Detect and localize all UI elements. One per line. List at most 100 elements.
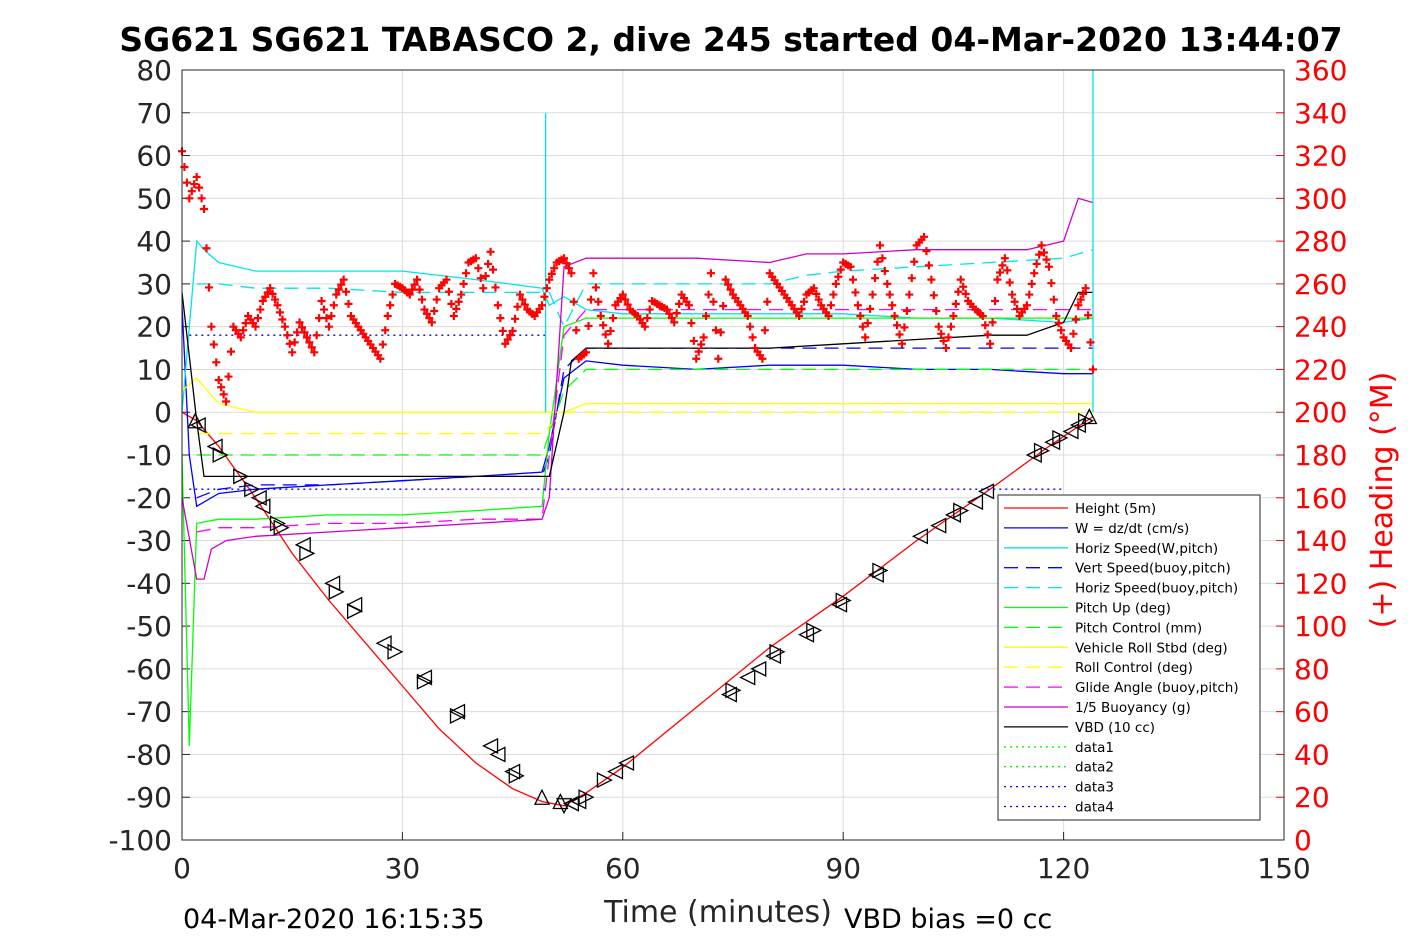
heading-point	[951, 299, 960, 308]
heading-point	[449, 311, 458, 320]
heading-point	[560, 254, 569, 263]
heading-point	[1008, 290, 1017, 299]
series-line-2	[181, 239, 1094, 413]
heading-point	[459, 279, 468, 288]
heading-point	[263, 288, 272, 297]
triangle-marker	[578, 789, 595, 806]
heading-point	[1010, 297, 1019, 306]
heading-point	[1052, 311, 1061, 320]
heading-point	[594, 297, 603, 306]
heading-point	[893, 321, 902, 330]
heading-point	[1054, 319, 1063, 328]
heading-point	[324, 322, 333, 331]
heading-point	[643, 314, 652, 323]
heading-point	[890, 311, 899, 320]
heading-point	[273, 301, 282, 310]
heading-point	[224, 372, 233, 381]
series-group	[181, 197, 1094, 807]
heading-point	[599, 321, 608, 330]
legend-label-2: Horiz Speed(W,pitch)	[1075, 541, 1218, 557]
heading-point	[662, 305, 671, 314]
heading-point	[484, 259, 493, 268]
heading-point	[322, 314, 331, 323]
heading-point	[902, 306, 911, 315]
heading-point	[800, 297, 809, 306]
heading-point	[1074, 301, 1083, 310]
series-line-6	[196, 368, 1093, 456]
heading-point	[885, 290, 894, 299]
heading-point	[812, 289, 821, 298]
heading-point	[501, 339, 510, 348]
heading-point	[195, 183, 204, 192]
heading-point	[508, 326, 517, 335]
heading-point	[569, 297, 578, 306]
heading-point	[408, 285, 417, 294]
heading-point	[589, 269, 598, 278]
y-right-tick-label: 360	[1294, 54, 1347, 87]
heading-point	[320, 305, 329, 314]
triangle-marker	[269, 515, 286, 532]
triangle-marker	[835, 592, 852, 609]
legend-label-15: data4	[1075, 800, 1114, 816]
heading-point	[278, 315, 287, 324]
triangle-marker	[508, 767, 525, 784]
series-line-11	[181, 291, 1093, 478]
y-right-tick-label: 200	[1294, 396, 1347, 429]
y-axis-right-label: (+) Heading (°M)	[1365, 372, 1400, 629]
heading-point	[814, 295, 823, 304]
heading-point	[219, 390, 228, 399]
heading-point	[1000, 254, 1009, 263]
heading-point	[537, 301, 546, 310]
y-right-tick-label: 80	[1294, 653, 1330, 686]
y-right-tick-label: 20	[1294, 781, 1330, 814]
series-line-3	[196, 347, 1093, 499]
triangle-marker	[387, 643, 404, 660]
heading-point	[1069, 329, 1078, 338]
y-tick-label: -50	[126, 610, 172, 643]
heading-point	[961, 289, 970, 298]
triangle-marker	[244, 481, 261, 498]
legend-label-9: Glide Angle (buoy,pitch)	[1075, 680, 1239, 696]
legend-label-3: Vert Speed(buoy,pitch)	[1075, 561, 1231, 577]
y-tick-label: -100	[108, 824, 172, 857]
heading-point	[207, 322, 216, 331]
triangle-marker	[328, 583, 345, 600]
triangle-marker	[930, 517, 947, 534]
heading-point	[300, 328, 309, 337]
heading-point	[988, 318, 997, 327]
legend-box	[997, 494, 1261, 821]
triangle-marker	[769, 643, 786, 660]
heading-point	[226, 347, 235, 356]
heading-point	[623, 300, 632, 309]
triangle-marker	[606, 763, 624, 780]
legend-label-10: 1/5 Buoyancy (g)	[1075, 700, 1191, 716]
heading-point	[858, 322, 867, 331]
heading-point	[187, 187, 196, 196]
triangle-marker	[254, 498, 271, 515]
heading-point	[200, 205, 209, 214]
heading-point	[283, 331, 292, 340]
heading-point	[212, 358, 221, 367]
y-right-tick-label: 300	[1294, 182, 1347, 215]
heading-point	[239, 326, 248, 335]
heading-point	[1035, 250, 1044, 259]
series-line-9	[196, 308, 1093, 533]
heading-point	[410, 280, 419, 289]
triangle-marker	[618, 754, 635, 772]
heading-point	[491, 283, 500, 292]
triangle-marker	[375, 635, 392, 652]
heading-point	[481, 272, 490, 281]
y-tick-label: -60	[126, 653, 172, 686]
heading-point	[425, 314, 434, 323]
y-tick-label: 60	[136, 140, 172, 173]
heading-point	[716, 328, 725, 337]
heading-point	[726, 285, 735, 294]
heading-point	[866, 304, 875, 313]
y-tick-label: -30	[126, 525, 172, 558]
heading-point	[927, 275, 936, 284]
heading-point	[1088, 365, 1097, 374]
heading-point	[572, 326, 581, 335]
heading-point	[689, 336, 698, 345]
legend-label-11: VBD (10 cc)	[1075, 720, 1155, 736]
legend-label-12: data1	[1075, 740, 1114, 756]
